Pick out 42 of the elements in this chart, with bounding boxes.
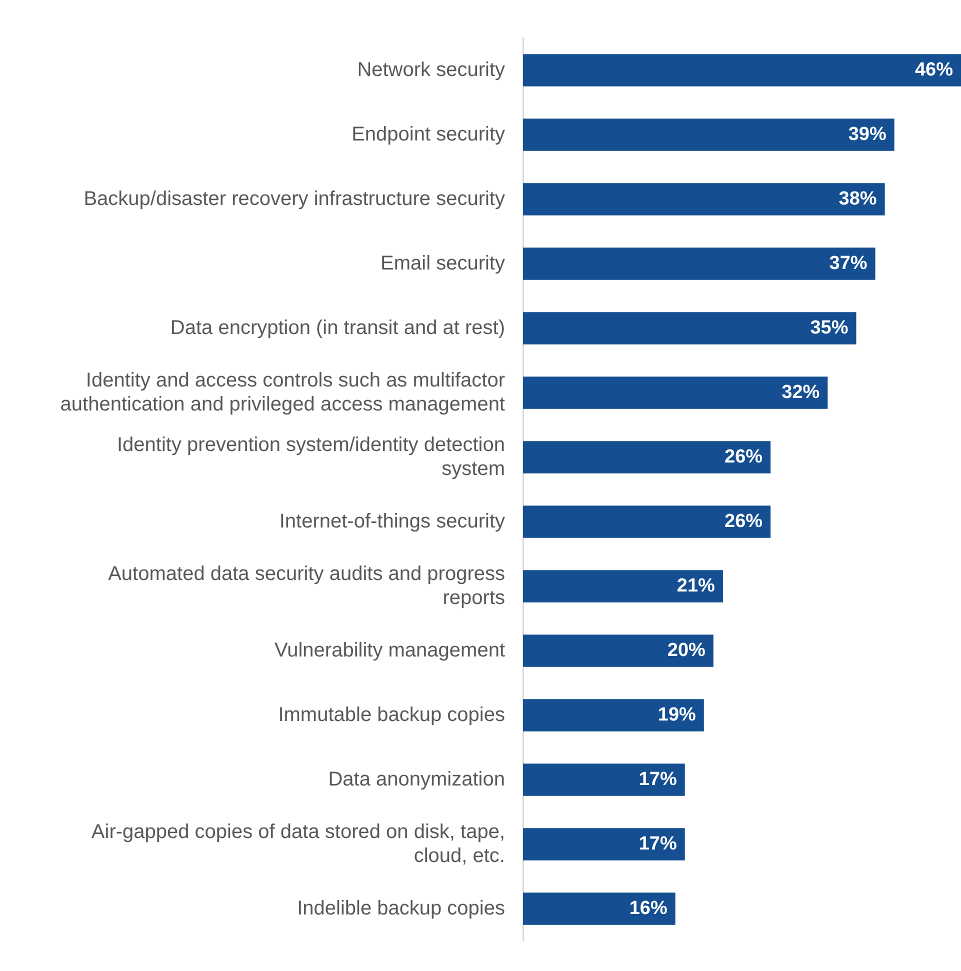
- y-tick-label: Backup/disaster recovery infrastructure security: [84, 188, 505, 210]
- y-tick-label: Air-gapped copies of data stored on disk, tape, cloud, etc.: [91, 820, 505, 867]
- bar: [523, 570, 723, 602]
- y-tick-label: Data encryption (in transit and at rest): [170, 316, 505, 339]
- data-label: 37%: [829, 252, 868, 274]
- y-tick-label: Immutable backup copies: [278, 704, 505, 726]
- data-label: 38%: [838, 188, 877, 210]
- bar: [523, 54, 961, 86]
- bar: [523, 764, 685, 796]
- y-tick-label: Network security: [357, 58, 505, 81]
- bar: [523, 376, 828, 409]
- data-label: 46%: [914, 59, 954, 80]
- y-tick-label: Identity and access controls such as multifactor authentication and privileged access management: [60, 369, 506, 416]
- y-tick-label: Internet-of-things security: [279, 510, 505, 532]
- bar: [523, 634, 714, 667]
- bar: [523, 828, 685, 860]
- data-label: 17%: [638, 768, 677, 790]
- bar: [523, 248, 876, 280]
- data-label: 17%: [638, 833, 677, 854]
- data-label: 26%: [724, 446, 763, 468]
- bar: [523, 506, 771, 538]
- data-label: 20%: [667, 640, 706, 661]
- bar: [523, 892, 676, 925]
- bar: [523, 441, 771, 474]
- y-tick-label: Email security: [380, 252, 505, 274]
- data-label: 19%: [658, 704, 696, 726]
- data-label: 26%: [724, 510, 763, 532]
- y-tick-label: Automated data security audits and progress reports: [108, 562, 505, 609]
- bar: [523, 699, 704, 732]
- y-tick-label: Data anonymization: [328, 768, 505, 790]
- bar: [523, 183, 885, 216]
- data-label: 35%: [810, 317, 848, 338]
- y-tick-label: Indelible backup copies: [297, 897, 505, 920]
- bar: [523, 312, 856, 344]
- y-tick-label: Endpoint security: [352, 123, 505, 146]
- y-tick-label: Identity prevention system/identity detection system: [117, 434, 505, 480]
- data-label: 32%: [782, 382, 820, 403]
- bar: [523, 118, 894, 151]
- data-label: 39%: [848, 124, 886, 145]
- y-tick-label: Vulnerability management: [274, 639, 506, 662]
- data-label: 21%: [676, 575, 716, 596]
- data-label: 16%: [629, 898, 668, 919]
